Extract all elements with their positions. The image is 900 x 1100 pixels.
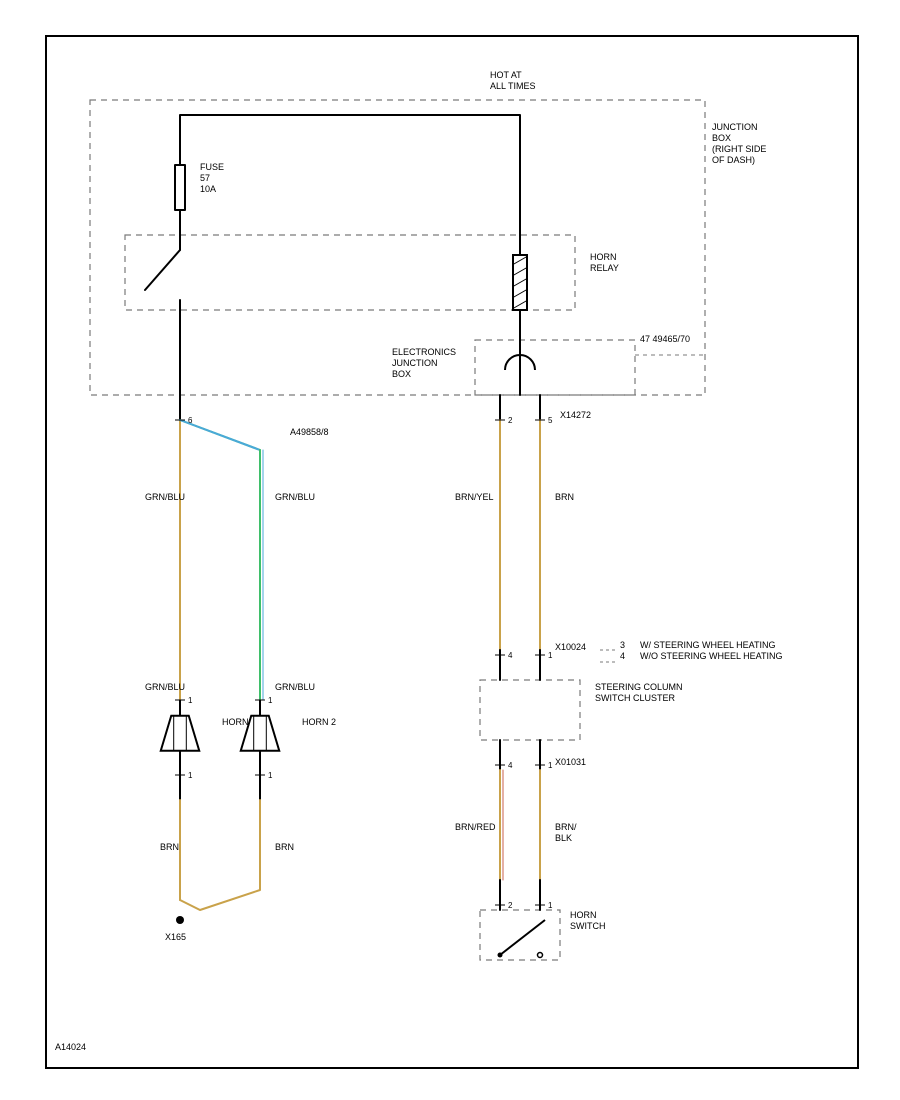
- horn1: [161, 716, 200, 751]
- label: W/O STEERING WHEEL HEATING: [640, 651, 783, 661]
- pin: 4: [508, 651, 513, 660]
- wiring-diagram: 6251111414121HOT ATALL TIMESJUNCTIONBOX(…: [0, 0, 900, 1100]
- pin: 1: [268, 696, 273, 705]
- label: 47 49465/70: [640, 334, 690, 344]
- label: SWITCH CLUSTER: [595, 693, 676, 703]
- diagram-svg: 6251111414121HOT ATALL TIMESJUNCTIONBOX(…: [0, 0, 900, 1100]
- label: HOT AT: [490, 70, 522, 80]
- horn_switch: [500, 920, 545, 955]
- label: BRN/RED: [455, 822, 496, 832]
- ejb_box: [475, 340, 635, 395]
- wire-relay_contact_open: [145, 250, 180, 290]
- label: HORN: [590, 252, 617, 262]
- pin: 1: [188, 771, 193, 780]
- label: BRN/YEL: [455, 492, 494, 502]
- label: BRN: [160, 842, 179, 852]
- label: BRN: [555, 492, 574, 502]
- scsc_box: [480, 680, 580, 740]
- pin: 4: [508, 761, 513, 770]
- label: X14272: [560, 410, 591, 420]
- label: ALL TIMES: [490, 81, 536, 91]
- label: 10A: [200, 184, 216, 194]
- label: 57: [200, 173, 210, 183]
- label: GRN/BLU: [275, 682, 315, 692]
- label: W/ STEERING WHEEL HEATING: [640, 640, 776, 650]
- label: GRN/BLU: [145, 492, 185, 502]
- pin: 1: [188, 696, 193, 705]
- label: JUNCTION: [712, 122, 758, 132]
- label: BOX: [392, 369, 411, 379]
- label: X10024: [555, 642, 586, 652]
- label: FUSE: [200, 162, 224, 172]
- wire-horn2_brn: [180, 800, 260, 910]
- label: 4: [620, 651, 625, 661]
- ground-x165: [176, 916, 184, 924]
- label: JUNCTION: [392, 358, 438, 368]
- label: ELECTRONICS: [392, 347, 456, 357]
- pin: 1: [548, 761, 553, 770]
- label: A49858/8: [290, 427, 329, 437]
- label: RELAY: [590, 263, 619, 273]
- label: HORN 2: [302, 717, 336, 727]
- label: GRN/BLU: [275, 492, 315, 502]
- label: A14024: [55, 1042, 86, 1052]
- pin: 6: [188, 416, 193, 425]
- label: SWITCH: [570, 921, 606, 931]
- pin: 5: [548, 416, 553, 425]
- label: X165: [165, 932, 186, 942]
- label: BRN: [275, 842, 294, 852]
- horn_switch_box: [480, 910, 560, 960]
- label: HORN: [570, 910, 597, 920]
- label: 3: [620, 640, 625, 650]
- wire-top_feed: [180, 115, 520, 135]
- label: BRN/: [555, 822, 577, 832]
- label: BOX: [712, 133, 731, 143]
- pin: 1: [548, 901, 553, 910]
- label: X01031: [555, 757, 586, 767]
- pin: 2: [508, 901, 513, 910]
- label: HORN: [222, 717, 249, 727]
- label: OF DASH): [712, 155, 755, 165]
- relay_box: [125, 235, 575, 310]
- wire-fuse_body: [175, 165, 185, 210]
- pin: 1: [548, 651, 553, 660]
- pin: 2: [508, 416, 513, 425]
- pin: 1: [268, 771, 273, 780]
- label: (RIGHT SIDE: [712, 144, 766, 154]
- label: GRN/BLU: [145, 682, 185, 692]
- label: STEERING COLUMN: [595, 682, 683, 692]
- label: BLK: [555, 833, 572, 843]
